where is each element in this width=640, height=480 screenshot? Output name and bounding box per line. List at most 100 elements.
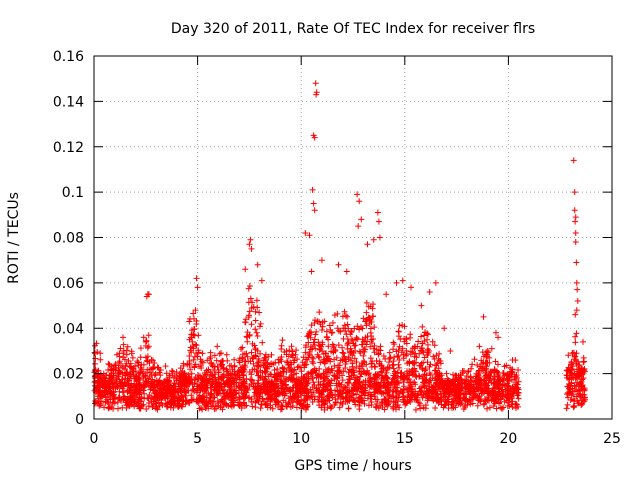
data-point	[230, 401, 237, 408]
data-point	[390, 387, 397, 394]
data-point	[365, 402, 372, 409]
data-point	[130, 368, 137, 375]
data-point	[462, 380, 469, 387]
data-point	[375, 218, 382, 225]
data-point	[306, 328, 313, 335]
data-point	[515, 395, 522, 402]
data-point	[512, 384, 519, 391]
data-point	[125, 380, 132, 387]
data-point	[376, 372, 383, 379]
data-point	[255, 384, 262, 391]
data-point	[282, 384, 289, 391]
data-point	[112, 385, 119, 392]
data-point	[152, 393, 159, 400]
data-point	[109, 380, 116, 387]
data-point	[163, 376, 170, 383]
data-point	[474, 402, 481, 409]
data-point	[151, 372, 158, 378]
data-point	[569, 350, 576, 357]
data-point	[267, 404, 274, 411]
data-point	[424, 352, 431, 359]
data-point	[387, 354, 394, 361]
data-point	[279, 389, 286, 396]
data-point	[326, 355, 333, 362]
data-point	[357, 350, 364, 357]
data-point	[118, 382, 125, 389]
data-point	[203, 376, 210, 383]
data-point	[140, 384, 147, 391]
data-point	[249, 340, 256, 347]
data-point	[397, 370, 404, 377]
data-point	[232, 371, 239, 378]
data-point	[436, 385, 443, 392]
data-point	[97, 350, 104, 357]
data-point	[179, 377, 186, 384]
data-point	[255, 359, 262, 366]
data-point	[311, 341, 318, 348]
data-point	[242, 319, 249, 326]
data-point	[262, 369, 269, 376]
data-point	[242, 266, 249, 273]
data-point	[97, 356, 104, 363]
data-point	[404, 360, 411, 367]
data-point	[573, 307, 580, 314]
data-point	[329, 329, 336, 336]
data-point	[214, 387, 221, 394]
data-point	[380, 365, 387, 372]
data-point	[306, 352, 313, 359]
data-point	[254, 369, 261, 376]
data-point	[491, 366, 498, 373]
data-point	[255, 355, 262, 362]
data-point	[359, 325, 366, 332]
data-point	[371, 363, 378, 370]
data-point	[485, 394, 492, 401]
data-point	[167, 400, 174, 407]
data-point	[220, 374, 227, 381]
data-point	[360, 338, 367, 345]
data-point	[246, 308, 253, 315]
y-tick-label: 0.06	[53, 276, 84, 292]
data-point	[92, 400, 99, 407]
data-point	[172, 387, 179, 394]
data-point	[219, 357, 226, 364]
data-point	[314, 351, 321, 358]
data-point	[121, 356, 128, 363]
data-point	[186, 353, 193, 360]
data-point	[348, 348, 355, 355]
data-point	[142, 338, 149, 345]
data-point	[500, 370, 507, 377]
data-point	[285, 367, 292, 374]
data-point	[368, 332, 375, 339]
data-point	[395, 394, 402, 401]
data-point	[399, 345, 406, 352]
data-point	[340, 335, 347, 342]
data-point	[442, 379, 449, 386]
data-point	[486, 377, 493, 384]
data-point	[294, 364, 301, 371]
data-point	[419, 379, 426, 386]
data-point	[138, 394, 145, 401]
data-point	[478, 357, 485, 364]
data-point	[149, 357, 156, 364]
data-point	[145, 291, 152, 298]
data-point	[261, 362, 268, 369]
data-point	[220, 365, 227, 372]
data-point	[286, 387, 293, 394]
data-point	[433, 352, 440, 359]
data-point	[340, 325, 347, 332]
data-point	[320, 382, 327, 389]
data-point	[401, 398, 408, 405]
data-point	[262, 368, 269, 375]
data-point	[286, 347, 293, 354]
data-point	[98, 377, 105, 384]
data-point	[222, 395, 229, 402]
data-point	[469, 361, 476, 368]
data-point	[105, 384, 112, 391]
data-point	[421, 376, 428, 383]
data-point	[486, 359, 493, 366]
data-point	[352, 401, 359, 408]
data-point	[491, 376, 498, 383]
data-point	[180, 397, 187, 404]
data-point	[430, 353, 437, 360]
data-point	[573, 330, 580, 337]
